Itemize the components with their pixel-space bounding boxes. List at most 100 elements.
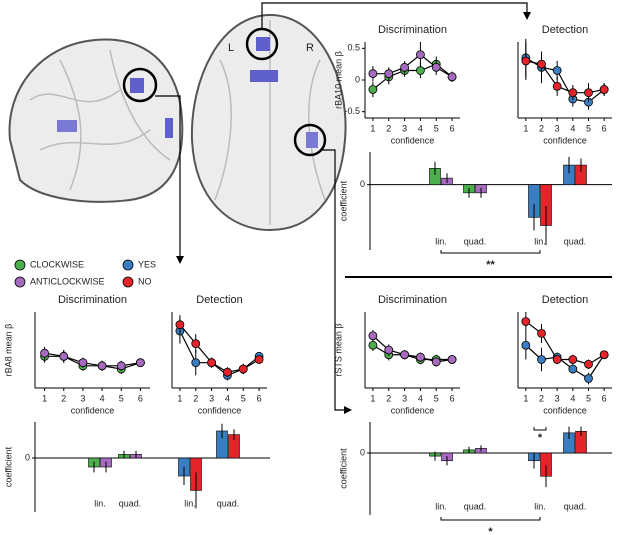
x-tick-label: 6: [138, 393, 143, 403]
point: [584, 88, 593, 98]
arrowhead: [344, 406, 352, 414]
x-tick-label: 1: [523, 123, 528, 133]
point: [568, 355, 578, 364]
point: [400, 62, 409, 72]
x-tick-label: 6: [602, 393, 607, 403]
y-axis-label: coefficient: [338, 448, 348, 489]
x-tick-label: 5: [434, 393, 439, 403]
x-tick-label: 1: [523, 393, 528, 403]
x-tick-label: lin.: [435, 236, 447, 246]
point: [368, 340, 378, 350]
significance-bracket: [440, 517, 541, 521]
point: [97, 361, 107, 371]
point: [59, 351, 69, 361]
point: [416, 50, 425, 60]
chart-title: Detection: [542, 24, 588, 36]
x-tick-label: lin.: [534, 236, 546, 246]
x-tick-label: 1: [370, 393, 375, 403]
y-tick-label: 0: [25, 452, 30, 462]
y-tick-label: -0.5: [344, 106, 360, 116]
x-axis-label: confidence: [391, 135, 435, 145]
point: [447, 72, 457, 82]
series-line: [44, 355, 141, 370]
x-tick-label: 3: [402, 393, 407, 403]
legend-swatch: [14, 259, 26, 271]
x-tick-label: 3: [555, 393, 560, 403]
x-tick-label: 6: [450, 123, 455, 133]
point: [175, 320, 185, 330]
point: [400, 350, 409, 360]
x-tick-label: 5: [241, 393, 246, 403]
arrowhead: [176, 256, 184, 264]
point: [238, 364, 248, 374]
series-line: [179, 324, 260, 373]
chart-title: Discrimination: [378, 294, 447, 306]
point: [447, 355, 457, 364]
x-tick-label: quad.: [564, 236, 587, 246]
arrow: [155, 95, 181, 262]
point: [368, 69, 378, 79]
point: [521, 317, 531, 326]
legend-swatch: [14, 276, 26, 288]
point: [537, 59, 546, 69]
x-tick-label: 4: [418, 393, 423, 403]
point: [416, 352, 425, 362]
x-axis-label: confidence: [71, 405, 115, 415]
x-tick-label: 4: [418, 123, 423, 133]
significance-bracket: [440, 250, 541, 254]
point: [599, 85, 609, 94]
point: [384, 345, 394, 355]
x-tick-label: 6: [257, 393, 262, 403]
x-tick-label: 5: [586, 123, 591, 133]
y-axis-label: rSTS mean β: [333, 323, 343, 376]
x-tick-label: 2: [386, 123, 391, 133]
x-tick-label: lin.: [534, 501, 546, 511]
blob: [250, 70, 278, 82]
x-tick-label: quad.: [119, 498, 142, 508]
y-axis-label: rBA8 mean β: [3, 324, 13, 377]
x-tick-label: quad.: [464, 236, 487, 246]
x-tick-label: 2: [193, 393, 198, 403]
roi-circle: [122, 67, 158, 103]
point: [136, 358, 145, 368]
blob: [306, 132, 318, 148]
chart-title: Discrimination: [58, 294, 127, 306]
x-tick-label: 6: [450, 393, 455, 403]
legend-swatch: [122, 259, 134, 271]
x-tick-label: 4: [570, 393, 575, 403]
point: [368, 331, 378, 341]
y-axis-label: coefficient: [3, 446, 13, 487]
sulci: [29, 49, 171, 191]
x-tick-label: quad.: [564, 501, 587, 511]
hemisphere-label: L: [228, 42, 234, 54]
point: [552, 66, 562, 75]
arrow: [322, 149, 350, 411]
legend-label: ANTICLOCKWISE: [30, 276, 105, 286]
point: [254, 355, 264, 364]
significance-label: *: [538, 432, 543, 444]
arrowhead: [523, 12, 531, 20]
significance-bracket: [533, 427, 547, 431]
x-tick-label: 2: [61, 393, 66, 403]
chart-title: Detection: [196, 294, 242, 306]
x-tick-label: 4: [225, 393, 230, 403]
point: [431, 62, 441, 72]
x-tick-label: quad.: [464, 501, 487, 511]
hemisphere-label: R: [306, 42, 314, 54]
point: [552, 355, 562, 364]
sagittal-brain: [8, 38, 184, 203]
y-tick-label: 0: [360, 447, 365, 457]
point: [584, 374, 593, 383]
y-tick-label: 0.5: [347, 43, 360, 53]
x-tick-label: quad.: [217, 498, 240, 508]
point: [368, 85, 378, 94]
x-tick-label: lin.: [94, 498, 106, 508]
x-tick-label: 3: [402, 123, 407, 133]
point: [384, 69, 394, 79]
x-axis-label: confidence: [543, 135, 587, 145]
blob: [130, 78, 144, 93]
legend-label: YES: [138, 259, 156, 269]
point: [521, 340, 531, 350]
chart-title: Discrimination: [378, 24, 447, 36]
x-tick-label: 1: [370, 123, 375, 133]
